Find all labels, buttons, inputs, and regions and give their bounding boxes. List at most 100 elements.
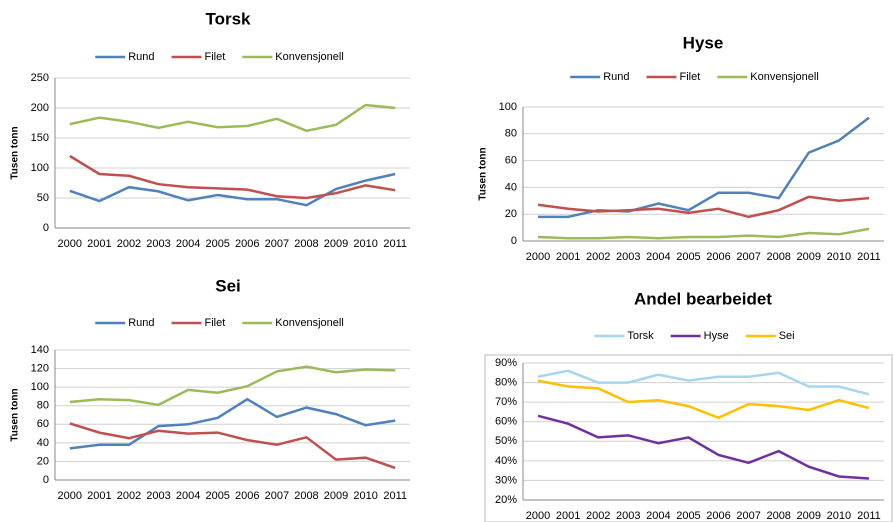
x-tick-label: 2005 (676, 251, 700, 263)
series-line (537, 195, 870, 219)
x-tick-label: 2009 (324, 238, 348, 250)
y-tick-label: 200 (31, 102, 49, 114)
x-tick-label: 2001 (87, 490, 111, 502)
y-tick-label: 80% (495, 376, 517, 388)
chart-title: Andel bearbeidet (634, 289, 772, 308)
x-tick-label: 2010 (827, 510, 851, 522)
y-tick-label: 30% (495, 474, 517, 486)
x-tick-label: 2005 (205, 490, 229, 502)
x-tick-label: 2007 (736, 251, 760, 263)
y-tick-label: 40% (495, 455, 517, 467)
x-tick-label: 2002 (586, 510, 610, 522)
x-tick-label: 2007 (736, 510, 760, 522)
y-tick-label: 90% (495, 357, 517, 369)
chart-title: Torsk (205, 9, 251, 28)
y-tick-label: 80 (37, 400, 49, 412)
y-tick-label: 100 (499, 101, 517, 113)
series-line (537, 414, 870, 480)
legend-label: Konvensjonell (275, 51, 344, 63)
series-line (69, 172, 396, 207)
x-tick-label: 2011 (857, 510, 881, 522)
y-tick-label: 50 (37, 192, 49, 204)
chart-title: Sei (215, 276, 241, 295)
x-tick-label: 2006 (235, 490, 259, 502)
chart-title: Hyse (683, 33, 724, 52)
legend-label: Torsk (627, 330, 654, 342)
y-tick-label: 40 (505, 181, 517, 193)
legend-label: Sei (779, 330, 795, 342)
legend-label: Hyse (704, 330, 729, 342)
x-tick-label: 2010 (353, 238, 377, 250)
legend-label: Filet (680, 71, 701, 83)
legend-label: Filet (205, 51, 226, 63)
x-tick-label: 2005 (676, 510, 700, 522)
x-tick-label: 2007 (265, 238, 289, 250)
legend-label: Konvensjonell (750, 71, 819, 83)
y-tick-label: 100 (31, 381, 49, 393)
y-axis-label: Tusen tonn (478, 147, 489, 200)
y-tick-label: 50% (495, 435, 517, 447)
y-tick-label: 100 (31, 162, 49, 174)
legend-label: Filet (205, 317, 226, 329)
x-tick-label: 2009 (797, 251, 821, 263)
x-tick-label: 2002 (586, 251, 610, 263)
x-tick-label: 2006 (706, 251, 730, 263)
x-tick-label: 2005 (205, 238, 229, 250)
legend-label: Rund (128, 317, 154, 329)
x-tick-label: 2000 (58, 490, 82, 502)
y-tick-label: 70% (495, 396, 517, 408)
x-tick-label: 2010 (827, 251, 851, 263)
y-tick-label: 40 (37, 437, 49, 449)
y-axis-label: Tusen tonn (10, 126, 21, 179)
x-tick-label: 2003 (616, 510, 640, 522)
series-line (69, 422, 396, 470)
x-tick-label: 2006 (706, 510, 730, 522)
x-tick-label: 2008 (766, 251, 790, 263)
x-tick-label: 2007 (265, 490, 289, 502)
y-tick-label: 60 (505, 155, 517, 167)
x-tick-label: 2003 (146, 490, 170, 502)
x-tick-label: 2004 (646, 510, 670, 522)
y-tick-label: 0 (43, 474, 49, 486)
x-tick-label: 2004 (176, 238, 200, 250)
x-tick-label: 2010 (353, 490, 377, 502)
x-tick-label: 2002 (117, 490, 141, 502)
x-tick-label: 2004 (646, 251, 670, 263)
x-tick-label: 2000 (526, 510, 550, 522)
x-tick-label: 2000 (526, 251, 550, 263)
x-tick-label: 2008 (294, 238, 318, 250)
x-tick-label: 2000 (58, 238, 82, 250)
x-tick-label: 2001 (556, 251, 580, 263)
y-tick-label: 20 (37, 455, 49, 467)
series-line (69, 365, 396, 407)
x-tick-label: 2008 (294, 490, 318, 502)
series-line (69, 154, 396, 200)
x-tick-label: 2002 (117, 238, 141, 250)
y-axis-label: Tusen tonn (10, 388, 21, 441)
y-tick-label: 80 (505, 128, 517, 140)
x-tick-label: 2003 (146, 238, 170, 250)
legend-label: Rund (603, 71, 629, 83)
series-line (537, 369, 870, 396)
y-tick-label: 20 (505, 208, 517, 220)
series-line (538, 116, 870, 219)
x-tick-label: 2001 (556, 510, 580, 522)
x-tick-label: 2011 (857, 251, 881, 263)
x-tick-label: 2011 (383, 490, 407, 502)
y-tick-label: 20% (495, 494, 517, 506)
x-tick-label: 2003 (616, 251, 640, 263)
series-line (537, 227, 870, 240)
x-tick-label: 2001 (87, 238, 111, 250)
series-line (537, 379, 870, 420)
x-tick-label: 2004 (176, 490, 200, 502)
y-tick-label: 60% (495, 416, 517, 428)
y-tick-label: 140 (31, 344, 49, 356)
x-tick-label: 2006 (235, 238, 259, 250)
series-line (69, 397, 396, 450)
x-tick-label: 2008 (766, 510, 790, 522)
series-line (69, 103, 396, 133)
y-tick-label: 120 (31, 362, 49, 374)
y-tick-label: 150 (31, 132, 49, 144)
legend-label: Rund (128, 51, 154, 63)
